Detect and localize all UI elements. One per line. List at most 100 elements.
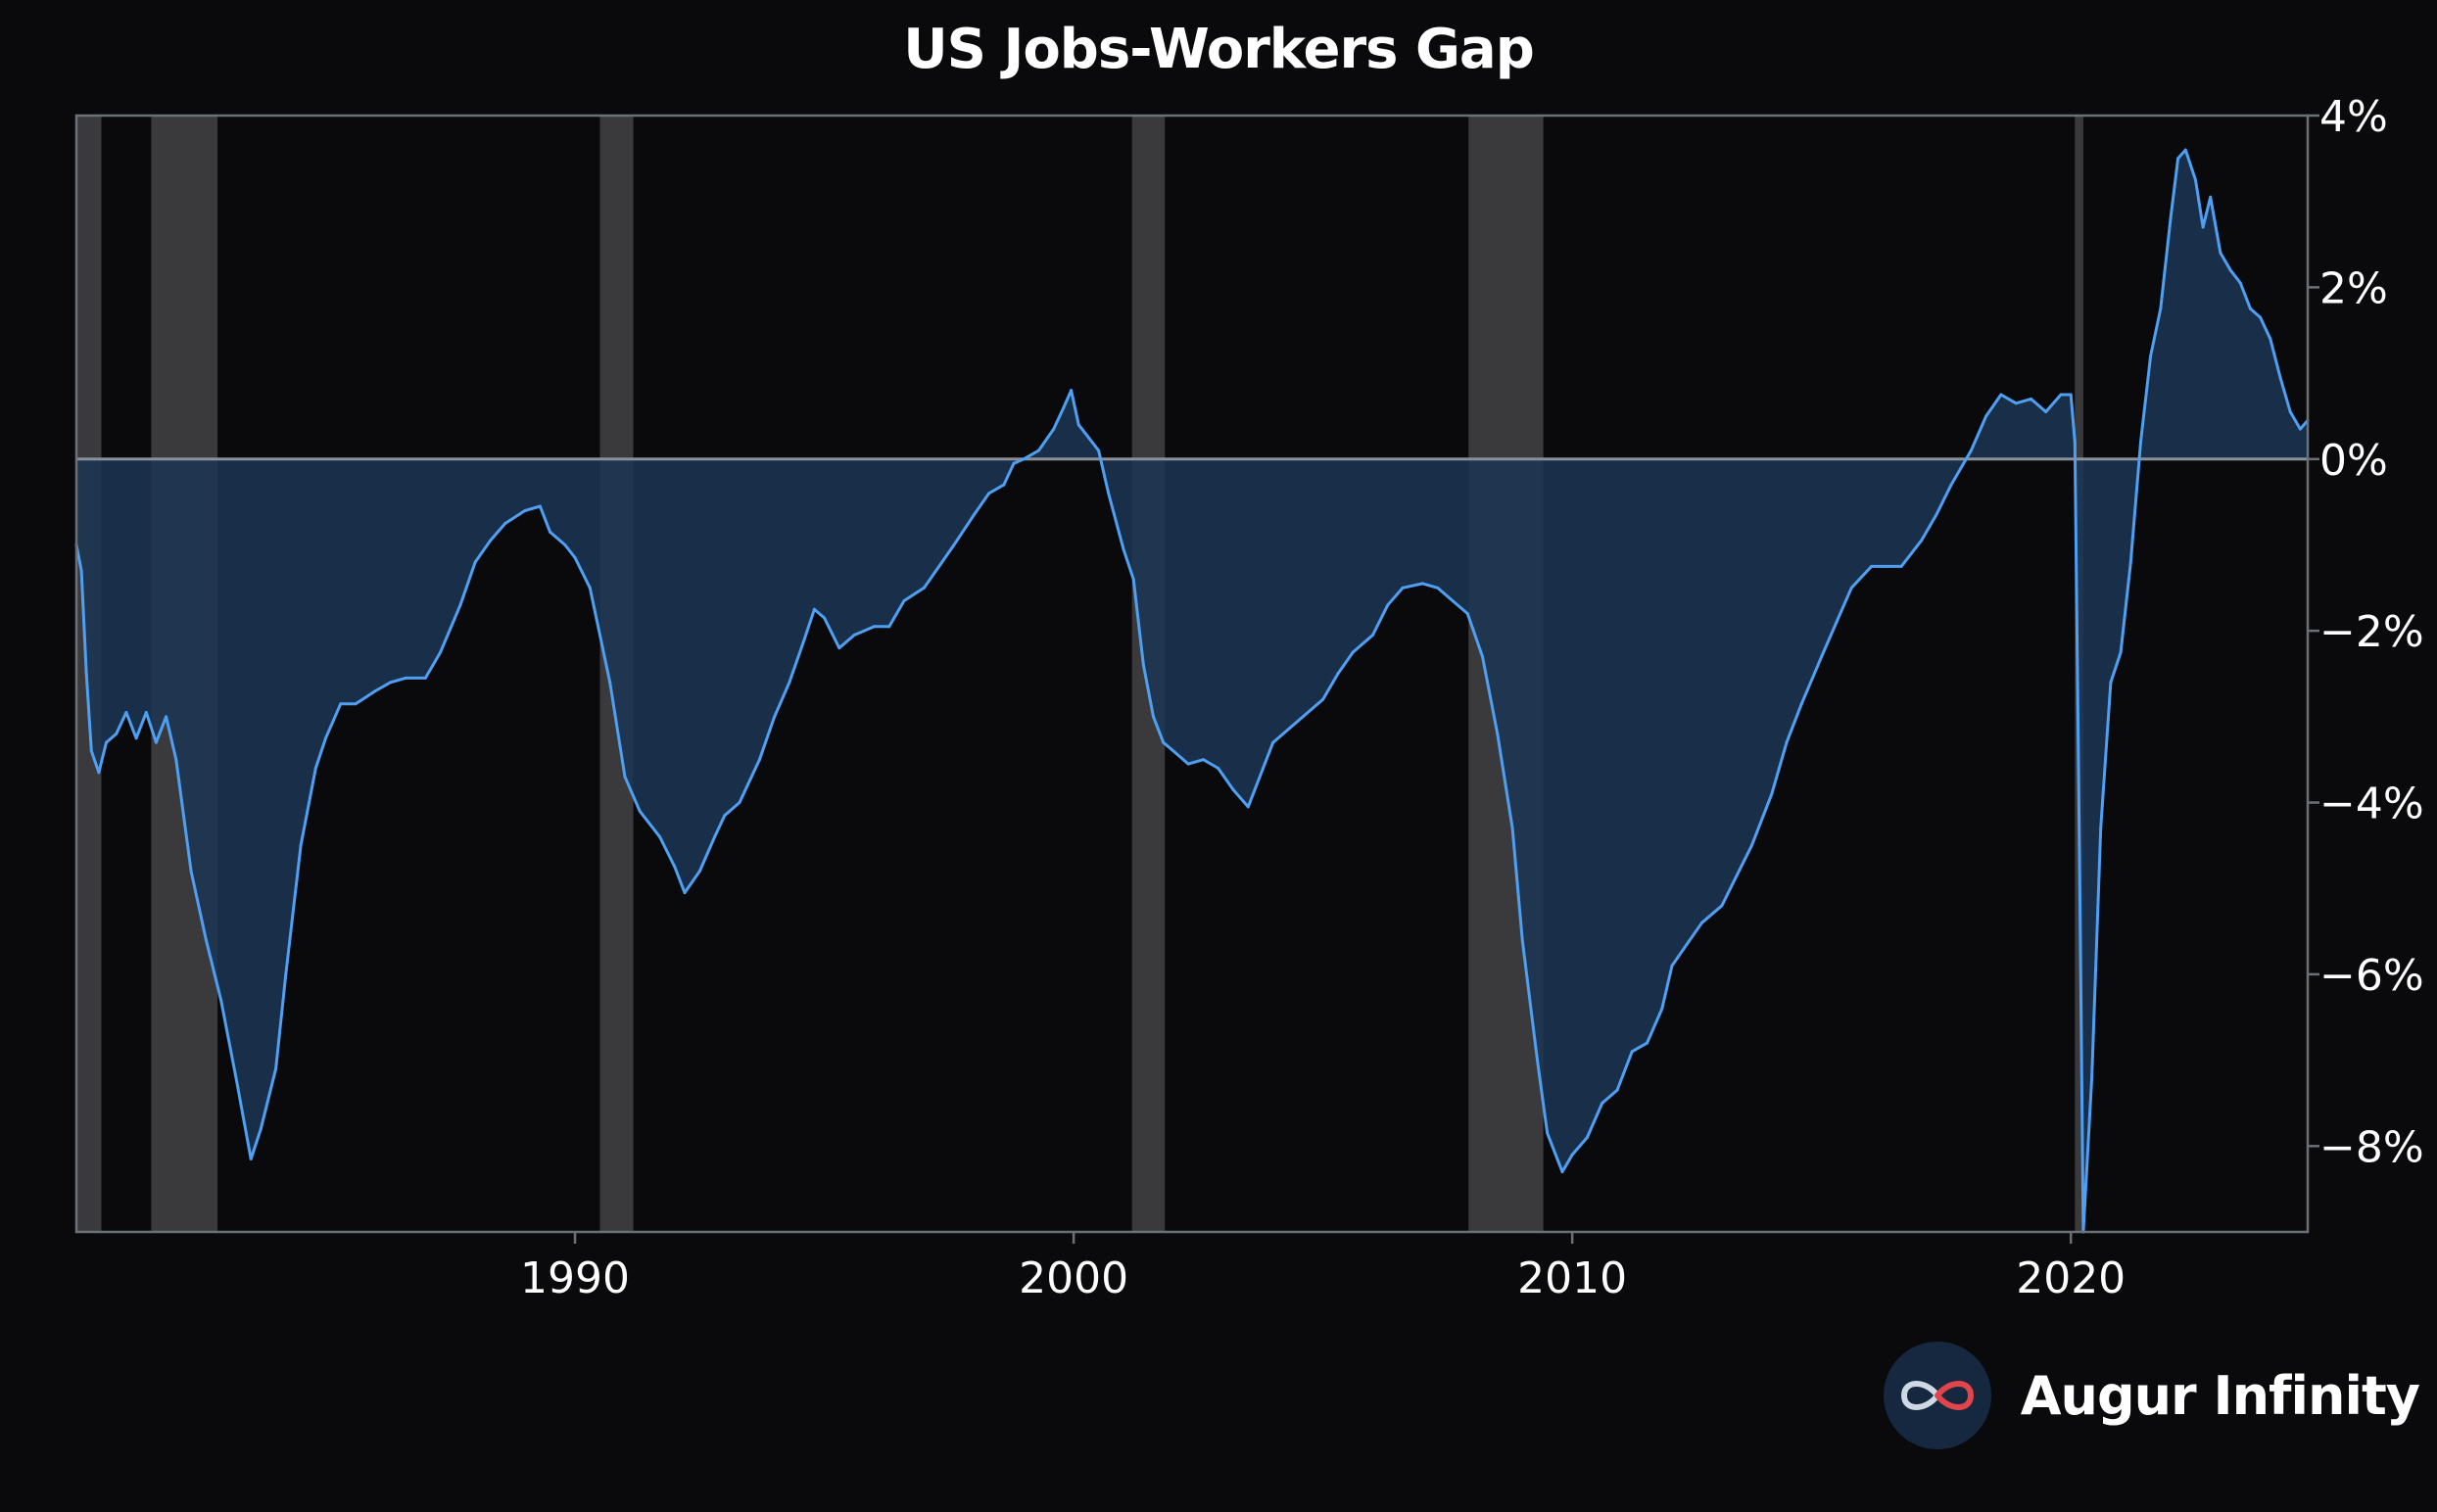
data-point [2278,375,2282,379]
data-point [2109,681,2113,685]
data-point [1301,715,1305,719]
data-point [1570,1153,1574,1157]
data-point [623,775,627,779]
data-point [823,616,827,620]
data-point [1107,492,1111,496]
infinity-logo-icon [1883,1342,1991,1449]
y-tick-label: −2% [2319,607,2424,657]
data-point [1984,414,1988,418]
data-point [165,715,168,719]
data-point [972,513,976,517]
series-line [74,148,2310,1234]
data-point [1919,539,1923,543]
data-point [1162,740,1166,744]
data-point [573,556,577,560]
plot-area [74,114,2310,1234]
data-point [2090,1075,2094,1079]
data-point [2138,440,2142,444]
data-point [902,598,906,602]
data-point [284,972,288,976]
data-point [1720,904,1724,908]
data-point [1700,921,1704,924]
data-point [2128,560,2132,564]
data-point [1201,758,1205,762]
data-point [1685,942,1689,946]
data-point [1070,389,1074,393]
data-point [1601,1101,1604,1105]
data-point [697,870,701,874]
data-point [2248,307,2252,310]
data-point [658,835,662,839]
data-point [89,749,93,753]
data-point [2119,650,2123,654]
data-point [2029,397,2032,401]
data-point [788,681,791,685]
data-point [1062,405,1066,409]
data-point [97,771,101,775]
data-point [124,710,128,714]
data-point [1849,586,1853,590]
data-point [2044,410,2048,414]
chart-title: US Jobs-Workers Gap [903,18,1535,81]
x-tick-label: 2020 [2016,1253,2126,1303]
data-point [1451,598,1455,602]
data-point [723,814,727,818]
data-point [2288,410,2292,414]
y-tick-label: −4% [2319,780,2424,829]
data-point [1371,634,1375,638]
data-point [1520,938,1524,942]
data-point [1536,1059,1540,1063]
data-point [887,625,891,629]
y-tick-label: 2% [2319,263,2388,313]
data-point [1097,449,1101,452]
data-point [1052,427,1056,431]
data-point [84,672,88,676]
data-point [1935,513,1938,517]
data-point [1246,805,1250,809]
data-point [683,891,687,895]
data-point [1286,728,1290,732]
data-point [249,1157,253,1160]
data-point [2073,440,2077,444]
data-point [1770,792,1774,796]
data-point [1076,423,1080,427]
data-point [204,938,208,942]
data-point [2159,307,2163,310]
data-point [2201,225,2205,229]
data-point [2228,268,2232,272]
data-point [757,758,761,762]
data-point [2209,195,2213,199]
data-point [389,681,393,685]
data-point [259,1127,263,1131]
data-point [1949,483,1953,487]
data-point [1481,654,1485,658]
data-point [2176,157,2180,161]
data-point [1122,547,1125,551]
x-tick-label: 2000 [1019,1253,1128,1303]
data-point [2069,393,2073,397]
y-tick-label: −8% [2319,1122,2424,1172]
data-point [144,710,148,714]
data-point [234,1075,238,1079]
data-point [1615,1088,1619,1092]
data-point [673,865,677,869]
data-point [1660,1007,1664,1011]
data-point [638,809,642,813]
area-fill [76,150,2308,1233]
data-point [473,560,477,564]
data-point [1262,766,1266,770]
data-point [503,522,507,526]
data-point [79,569,83,573]
data-point [404,676,407,680]
data-point [1386,603,1390,607]
data-point [1012,461,1016,465]
data-point [1630,1050,1634,1054]
data-point [2219,251,2222,255]
data-point [1336,672,1340,676]
data-point [1231,787,1235,791]
data-point [2183,148,2187,152]
data-point [1351,650,1355,654]
data-point [812,607,816,611]
data-point [189,870,193,874]
data-point [987,492,991,496]
